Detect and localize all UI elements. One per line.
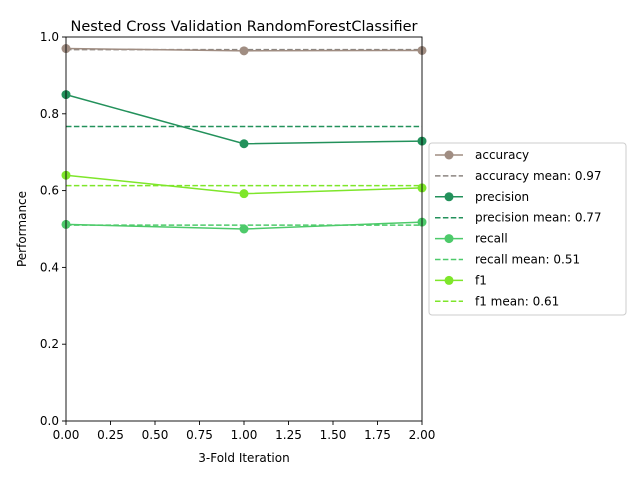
precision-legend-label: precision [475, 190, 529, 204]
y-tick-label: 1.0 [40, 30, 59, 44]
accuracy-legend-label: accuracy [475, 148, 529, 162]
x-tick-label: 1.25 [275, 428, 302, 442]
precision-point [239, 139, 249, 149]
x-tick-label: 1.50 [320, 428, 347, 442]
recall-legend-marker [444, 234, 454, 244]
accuracy-legend-marker [444, 150, 454, 160]
precision-series-line [65, 93, 423, 145]
accuracy-point [239, 46, 249, 56]
precision-legend-marker [444, 192, 454, 202]
x-tick-label: 1.00 [231, 428, 258, 442]
chart-title: Nested Cross Validation RandomForestClas… [70, 19, 417, 35]
f1-legend-label: f1 [475, 273, 487, 287]
x-tick-label: 1.75 [364, 428, 391, 442]
f1-mean-legend-label: f1 mean: 0.61 [475, 294, 559, 308]
x-axis-label: 3-Fold Iteration [198, 451, 289, 465]
x-tick-label: 0.50 [142, 428, 169, 442]
x-tick-label: 0.75 [186, 428, 213, 442]
plot-area: 0.00 0.25 0.50 0.75 1.00 1.25 1.50 1.75 2.00 0.0 0… [40, 30, 435, 442]
accuracy-mean-legend-label: accuracy mean: 0.97 [475, 169, 602, 183]
y-tick-label: 0.0 [40, 414, 59, 428]
y-tick-label: 0.2 [40, 337, 59, 351]
legend-box [428, 142, 627, 316]
x-tick-label: 0.00 [53, 428, 80, 442]
x-tick-label: 2.00 [409, 428, 436, 442]
y-axis-label: Performance [15, 191, 29, 267]
y-tick-label: 0.8 [40, 107, 59, 121]
x-tick-label: 0.25 [97, 428, 124, 442]
legend: accuracy accuracy mean: 0.97 precision prec… [428, 142, 627, 316]
y-tick-label: 0.4 [40, 260, 59, 274]
recall-legend-label: recall [475, 232, 508, 246]
precision-mean-legend-label: precision mean: 0.77 [475, 211, 602, 225]
y-tick-label: 0.6 [40, 184, 59, 198]
recall-mean-legend-label: recall mean: 0.51 [475, 253, 580, 267]
recall-point [239, 224, 249, 234]
f1-legend-marker [444, 275, 454, 285]
f1-point [239, 189, 249, 199]
